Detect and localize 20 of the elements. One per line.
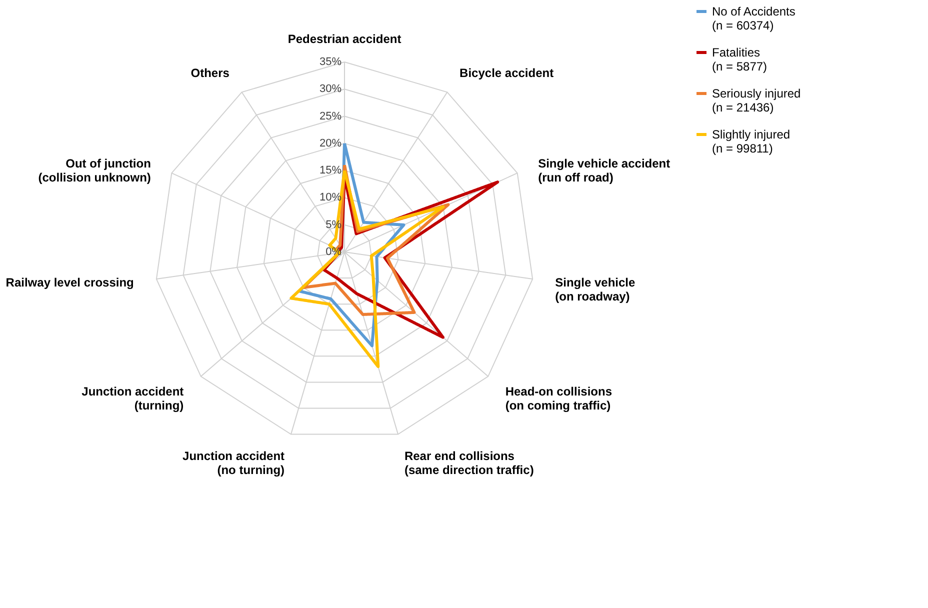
- legend-label: No of Accidents (n = 60374): [712, 4, 796, 32]
- y-tick-label: 30%: [319, 83, 342, 96]
- legend-label: Fatalities (n = 5877): [712, 46, 768, 74]
- spoke-label: Out of junction (collision unknown): [38, 156, 151, 185]
- y-tick-label: 35%: [319, 56, 342, 68]
- spoke-label: Pedestrian accident: [288, 32, 402, 46]
- spoke-label: Bicycle accident: [460, 66, 554, 80]
- spoke-label: Others: [190, 66, 230, 80]
- legend-label: Seriously injured (n = 21436): [712, 86, 801, 114]
- y-tick-label: 15%: [319, 164, 342, 177]
- spoke-label: Rear end collisions (same direction traffic): [404, 449, 534, 478]
- spoke-label: Junction accident (turning): [82, 384, 184, 412]
- spoke-label: Single vehicle (on roadway): [555, 275, 636, 304]
- spoke-label: Single vehicle accident (run off road): [538, 156, 670, 185]
- y-tick-label: 25%: [319, 110, 342, 122]
- spoke-label: Railway level crossing: [6, 275, 134, 290]
- y-tick-label: 20%: [319, 137, 342, 150]
- legend-label: Slightly injured (n = 99811): [712, 128, 790, 156]
- spoke-label: Junction accident (no turning): [182, 449, 285, 478]
- spoke-label: Head-on collisions (on coming traffic): [505, 384, 612, 412]
